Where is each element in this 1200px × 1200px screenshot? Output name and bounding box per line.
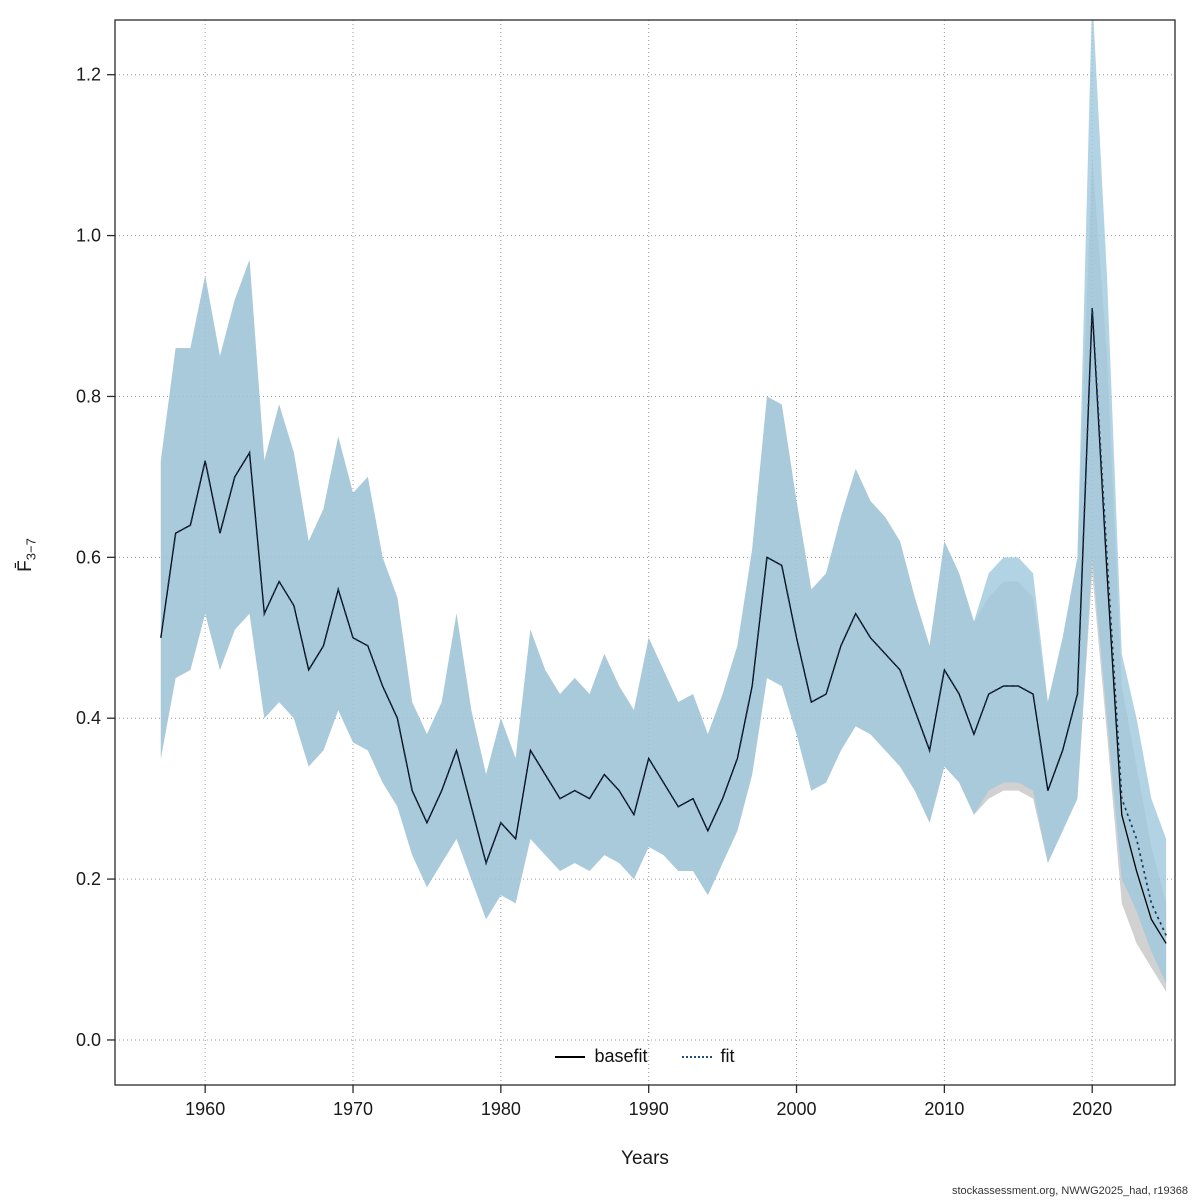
legend-item-fit: fit xyxy=(681,1046,735,1067)
y-axis-label: F̄3−7 xyxy=(15,538,39,572)
fit-confidence-band xyxy=(160,20,1167,984)
axis-tick-labels: 1960 1970 1980 1990 2000 2010 2020 0.0 0.2 0.4 0.6… xyxy=(76,65,1112,1119)
axis-ticks xyxy=(107,74,1093,1093)
y-tick-label: 0.0 xyxy=(76,1030,101,1050)
x-tick-label: 1990 xyxy=(629,1099,669,1119)
x-tick-label: 1980 xyxy=(481,1099,521,1119)
y-tick-label: 1.0 xyxy=(76,226,101,246)
x-tick-label: 1970 xyxy=(333,1099,373,1119)
y-tick-label: 0.2 xyxy=(76,869,101,889)
fit-line-sample-icon xyxy=(681,1055,712,1058)
legend-item-basefit: basefit xyxy=(555,1046,648,1067)
legend: basefit fit xyxy=(115,1046,1175,1067)
x-tick-label: 1960 xyxy=(185,1099,225,1119)
x-tick-label: 2010 xyxy=(924,1099,964,1119)
y-axis-label-sub: 3−7 xyxy=(23,538,39,561)
plot-frame xyxy=(114,19,1176,1086)
source-credit: stockassessment.org, NWWG2025_had, r1936… xyxy=(951,1185,1188,1197)
confidence-bands xyxy=(160,20,1167,992)
fit-line xyxy=(159,307,1167,936)
legend-label-fit: fit xyxy=(720,1046,735,1066)
basefit-line-sample-icon xyxy=(555,1055,586,1058)
y-tick-label: 0.8 xyxy=(76,386,101,406)
x-tick-label: 2020 xyxy=(1072,1099,1112,1119)
y-axis-label-main: F̄ xyxy=(14,560,36,572)
y-tick-label: 0.6 xyxy=(76,547,101,567)
x-tick-label: 2000 xyxy=(777,1099,817,1119)
y-tick-label: 0.4 xyxy=(76,708,101,728)
x-axis-label: Years xyxy=(621,1148,669,1169)
median-lines xyxy=(159,307,1167,944)
legend-label-basefit: basefit xyxy=(594,1046,648,1066)
y-tick-label: 1.2 xyxy=(76,65,101,85)
